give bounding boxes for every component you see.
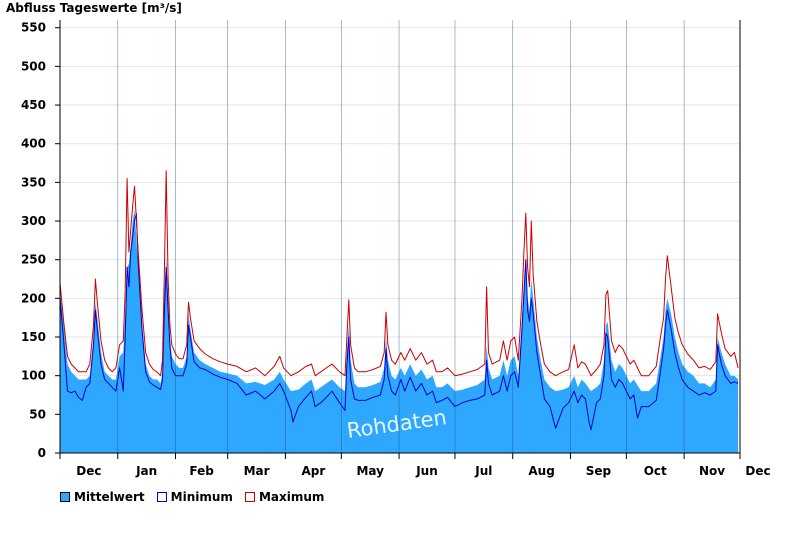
- y-tick-label-200: 200: [21, 291, 46, 305]
- legend-item-minimum[interactable]: Minimum: [156, 490, 233, 504]
- x-tick-label-9: Sep: [586, 464, 612, 478]
- y-tick-label-250: 250: [21, 253, 46, 267]
- y-tick-label-550: 550: [21, 21, 46, 35]
- x-tick-label-12: Dec: [745, 464, 770, 478]
- legend-item-mean[interactable]: Mittelwert: [60, 490, 145, 504]
- series-minimum-line: [59, 212, 739, 431]
- legend-swatch-minimum: [156, 492, 167, 502]
- y-tick-label-300: 300: [21, 214, 46, 228]
- x-tick-label-3: Mar: [244, 464, 270, 478]
- x-tick-label-11: Nov: [699, 464, 725, 478]
- y-tick-label-500: 500: [21, 59, 46, 73]
- x-tick-label-0: Dec: [76, 464, 101, 478]
- chart-plot: 0 50 100 150 200 250 300 350 400 450 500 550 Dec Jan F…: [21, 20, 771, 478]
- x-tick-label-8: Aug: [528, 464, 554, 478]
- y-tick-label-0: 0: [38, 446, 46, 460]
- x-tick-label-10: Oct: [644, 464, 667, 478]
- x-tick-label-1: Jan: [135, 464, 157, 478]
- x-tick-label-5: May: [356, 464, 384, 478]
- axes: 0 50 100 150 200 250 300 350 400 450 500 550 Dec Jan F…: [21, 20, 771, 478]
- y-tick-label-100: 100: [21, 369, 46, 383]
- y-tick-label-450: 450: [21, 98, 46, 112]
- y-tick-label-400: 400: [21, 137, 46, 151]
- legend-item-maximum[interactable]: Maximum: [244, 490, 325, 504]
- series-mittelwert-area: [60, 209, 739, 453]
- x-tick-label-7: Jul: [474, 464, 492, 478]
- legend-swatch-maximum: [244, 492, 255, 502]
- legend-label-maximum: Maximum: [258, 490, 325, 504]
- y-tick-label-350: 350: [21, 175, 46, 189]
- x-tick-label-2: Feb: [189, 464, 214, 478]
- legend-swatch-mean: [60, 492, 70, 502]
- series-maximum-line: [59, 170, 739, 377]
- chart-title: Abfluss Tageswerte [m³/s]: [6, 1, 182, 15]
- legend-label-mean: Mittelwert: [74, 490, 145, 504]
- legend-label-minimum: Minimum: [170, 490, 233, 504]
- grid-lines: [60, 27, 740, 415]
- chart-legend: Mittelwert Minimum Maximum: [60, 490, 324, 504]
- x-tick-label-4: Apr: [301, 464, 325, 478]
- y-tick-label-50: 50: [29, 407, 46, 421]
- y-tick-label-150: 150: [21, 330, 46, 344]
- series-layer: [59, 20, 739, 453]
- x-tick-label-6: Jun: [415, 464, 438, 478]
